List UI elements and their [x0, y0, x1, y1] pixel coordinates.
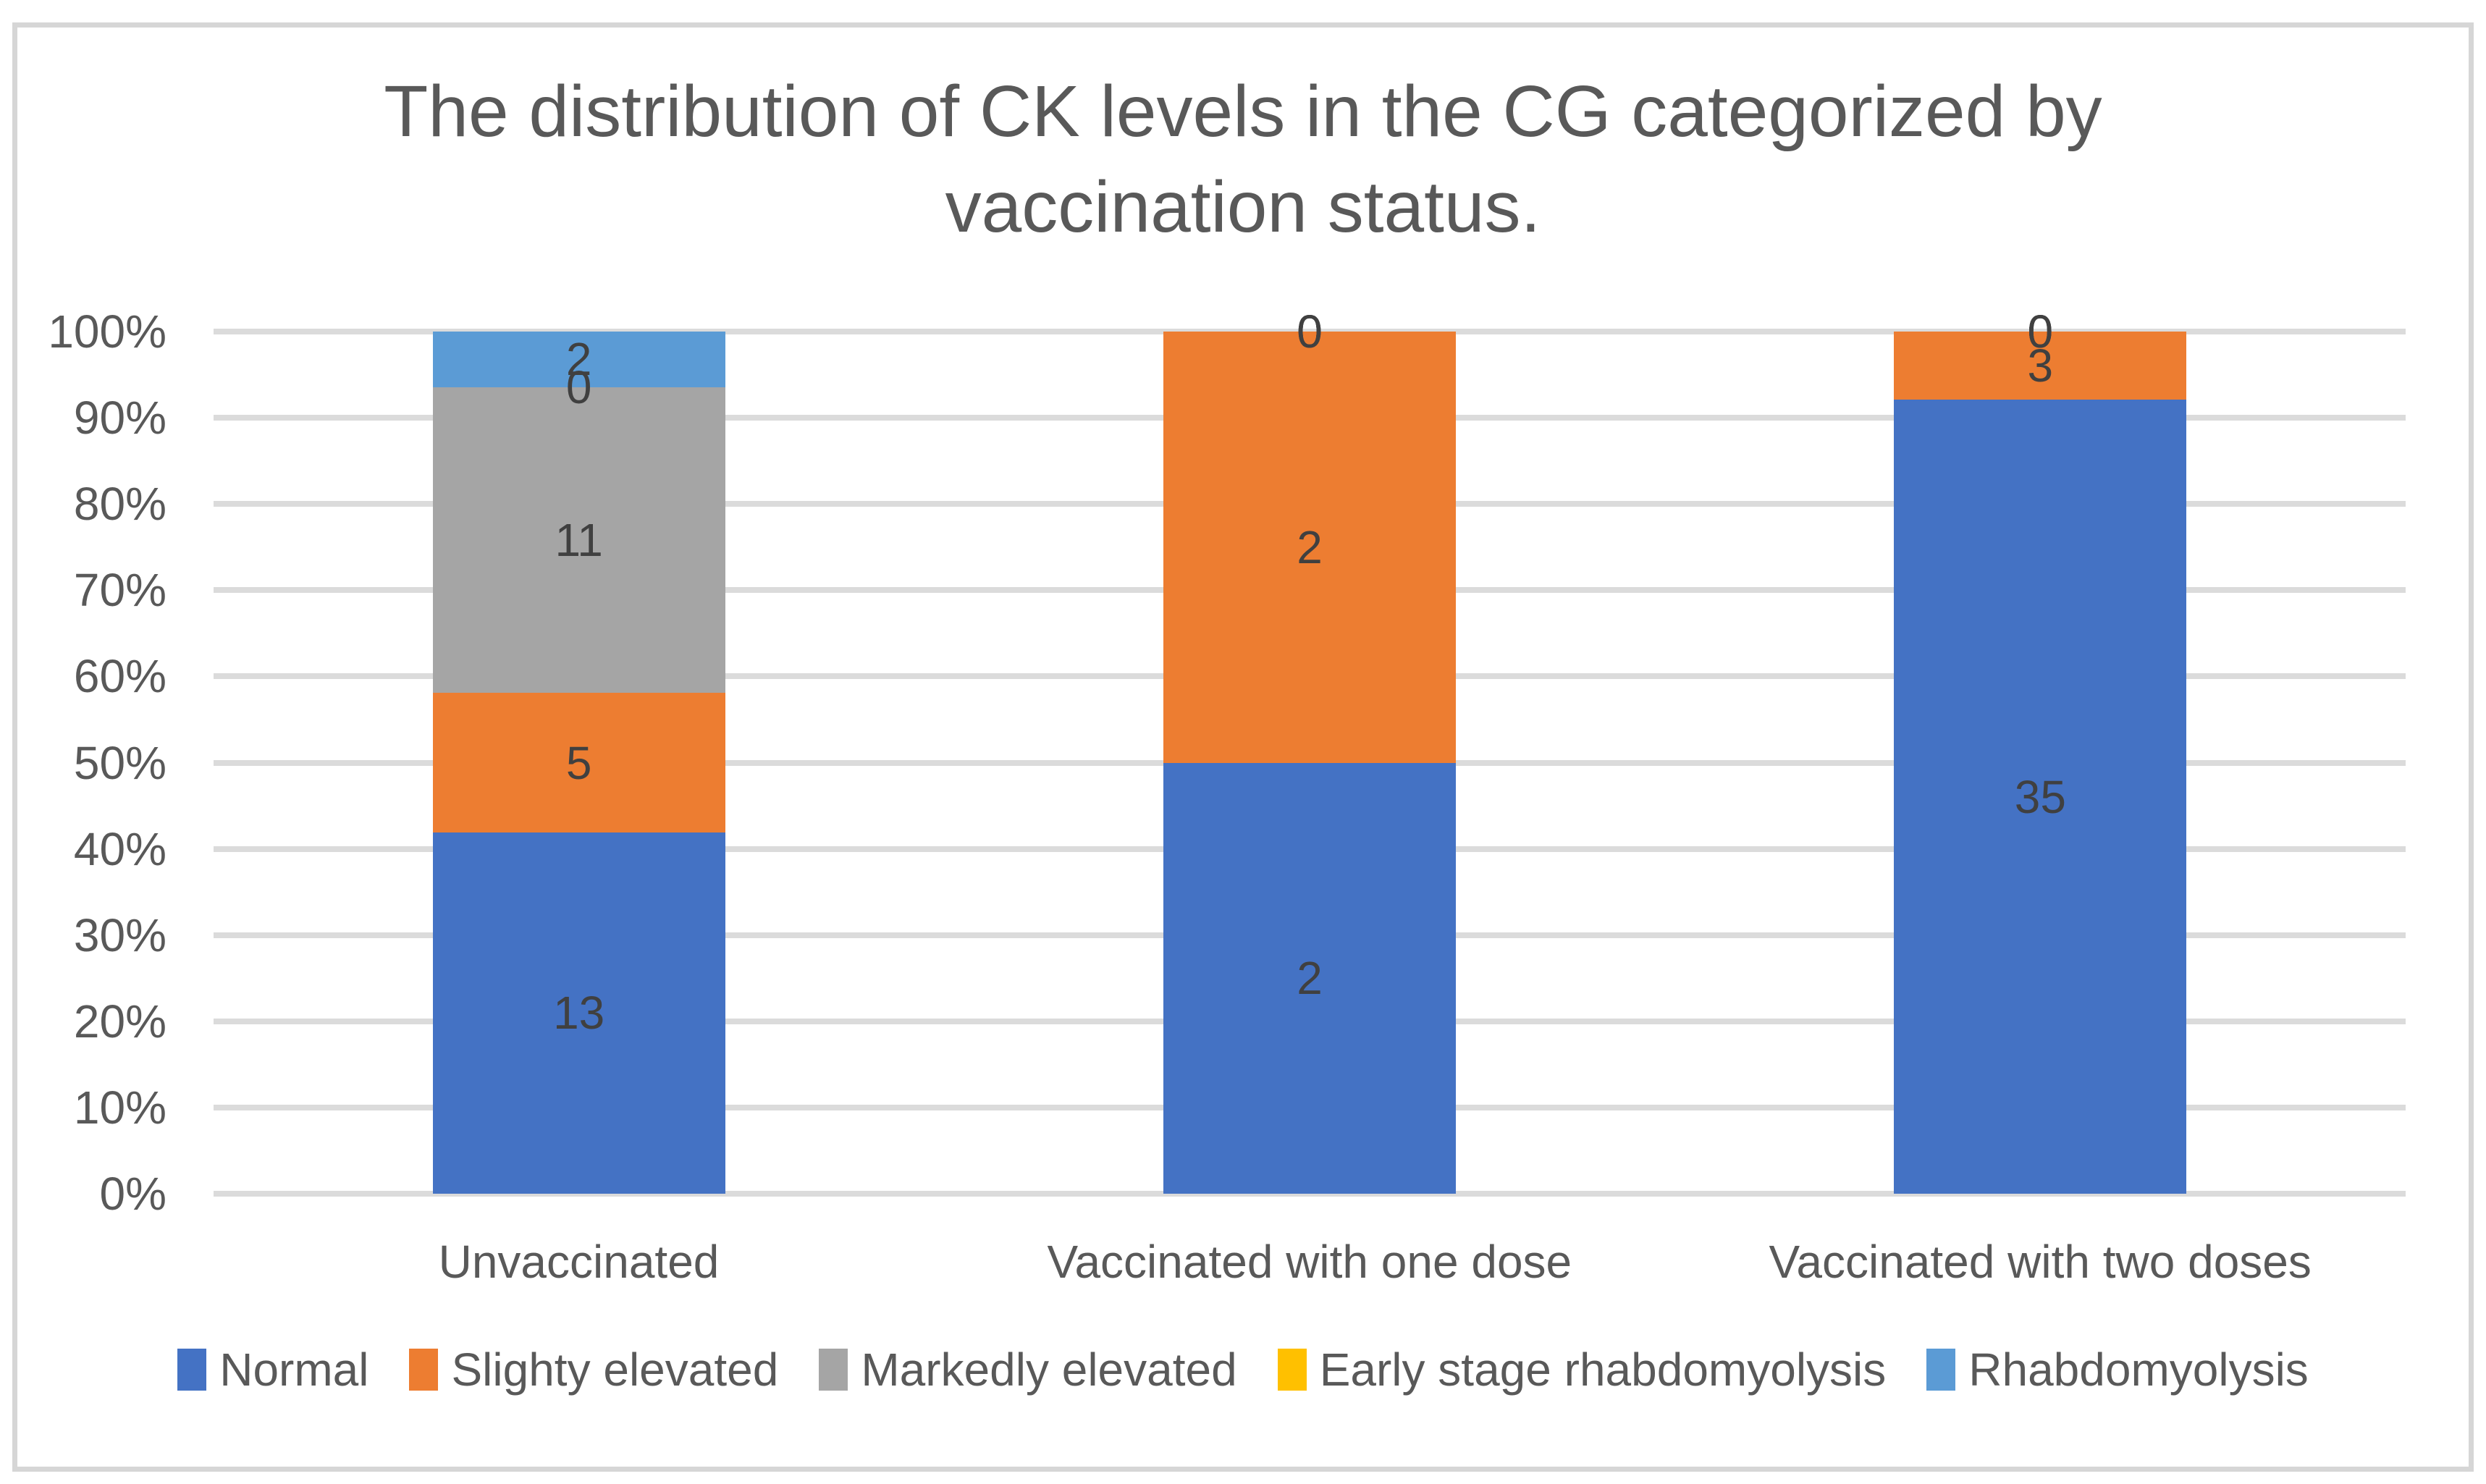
- legend-label-rhabdomyolysis: Rhabdomyolysis: [1968, 1344, 2309, 1396]
- y-axis-tick-label-40%: 40%: [73, 822, 167, 875]
- legend-swatch-early-stage-rhabdomyolysis-icon: [1277, 1349, 1307, 1391]
- data-label-markedly-elevated: 0: [2027, 305, 2054, 358]
- legend-item-early-stage-rhabdomyolysis: Early stage rhabdomyolysis: [1277, 1344, 1887, 1396]
- data-label-normal: 13: [553, 987, 605, 1040]
- legend-swatch-normal-icon: [177, 1349, 207, 1391]
- bar-segment-slighty-elevated: [1894, 332, 2187, 400]
- legend-swatch-rhabdomyolysis-icon: [1926, 1349, 1956, 1391]
- y-axis-tick-label-50%: 50%: [73, 736, 167, 789]
- y-axis-tick-label-10%: 10%: [73, 1081, 167, 1134]
- data-label-slighty-elevated: 3: [2027, 340, 2054, 392]
- legend-label-slighty-elevated: Slighty elevated: [451, 1344, 779, 1396]
- chart-frame-border: [12, 22, 2474, 1472]
- data-label-slighty-elevated: 5: [565, 736, 592, 789]
- bar-vaccinated-with-two-doses: 35 3 0 0 0: [1894, 308, 2187, 1194]
- data-label-markedly-elevated: 11: [555, 514, 603, 567]
- data-label-early-stage-rhabdomyolysis: 0: [2027, 305, 2054, 358]
- legend-item-rhabdomyolysis: Rhabdomyolysis: [1926, 1344, 2309, 1396]
- y-axis-tick-label-100%: 100%: [48, 305, 167, 358]
- legend-item-markedly-elevated: Markedly elevated: [819, 1344, 1237, 1396]
- bar-segment-rhabdomyolysis: [432, 332, 725, 387]
- data-label-early-stage-rhabdomyolysis: 0: [1297, 305, 1323, 358]
- bar-segment-markedly-elevated: [432, 387, 725, 693]
- chart-title-line-2: vaccination status.: [945, 166, 1541, 248]
- bar-segment-slighty-elevated: [432, 693, 725, 832]
- y-axis-tick-label-70%: 70%: [73, 564, 167, 617]
- legend-label-markedly-elevated: Markedly elevated: [861, 1344, 1237, 1396]
- bar-segment-normal: [1894, 400, 2187, 1194]
- y-axis-tick-label-90%: 90%: [73, 392, 167, 444]
- chart-title: The distribution of CK levels in the CG …: [0, 64, 2486, 255]
- data-label-rhabdomyolysis: 0: [2027, 305, 2054, 358]
- x-axis-category-label-vaccinated-with-two-doses: Vaccinated with two doses: [1769, 1236, 2312, 1288]
- data-label-rhabdomyolysis: 2: [565, 333, 592, 386]
- bar-unvaccinated: 13 5 11 0 2: [432, 332, 725, 1194]
- bar-segment-slighty-elevated: [1163, 332, 1456, 763]
- y-axis-tick-label-60%: 60%: [73, 650, 167, 703]
- data-label-early-stage-rhabdomyolysis: 0: [565, 361, 592, 413]
- data-label-markedly-elevated: 0: [1297, 305, 1323, 358]
- chart-title-line-1: The distribution of CK levels in the CG …: [384, 71, 2102, 152]
- data-label-normal: 35: [2014, 770, 2066, 823]
- data-label-normal: 2: [1297, 952, 1323, 1005]
- legend-swatch-markedly-elevated-icon: [819, 1349, 848, 1391]
- legend-swatch-slighty-elevated-icon: [409, 1349, 439, 1391]
- y-axis-tick-label-0%: 0%: [99, 1168, 167, 1220]
- legend-item-normal: Normal: [177, 1344, 368, 1396]
- legend-label-normal: Normal: [219, 1344, 369, 1396]
- y-axis-tick-label-80%: 80%: [73, 478, 167, 531]
- data-label-slighty-elevated: 2: [1297, 520, 1323, 573]
- x-axis-category-label-unvaccinated: Unvaccinated: [438, 1236, 720, 1288]
- legend: Normal Slighty elevated Markedly elevated E…: [29, 1344, 2457, 1396]
- y-axis-tick-label-30%: 30%: [73, 908, 167, 961]
- y-axis-tick-label-20%: 20%: [73, 995, 167, 1047]
- legend-label-early-stage-rhabdomyolysis: Early stage rhabdomyolysis: [1319, 1344, 1887, 1396]
- x-axis-category-label-vaccinated-with-one-dose: Vaccinated with one dose: [1047, 1236, 1572, 1288]
- bar-segment-normal: [432, 832, 725, 1194]
- gridline-0%: [214, 1191, 2406, 1197]
- data-label-rhabdomyolysis: 0: [1297, 305, 1323, 358]
- legend-item-slighty-elevated: Slighty elevated: [409, 1344, 778, 1396]
- bar-segment-normal: [1163, 762, 1456, 1194]
